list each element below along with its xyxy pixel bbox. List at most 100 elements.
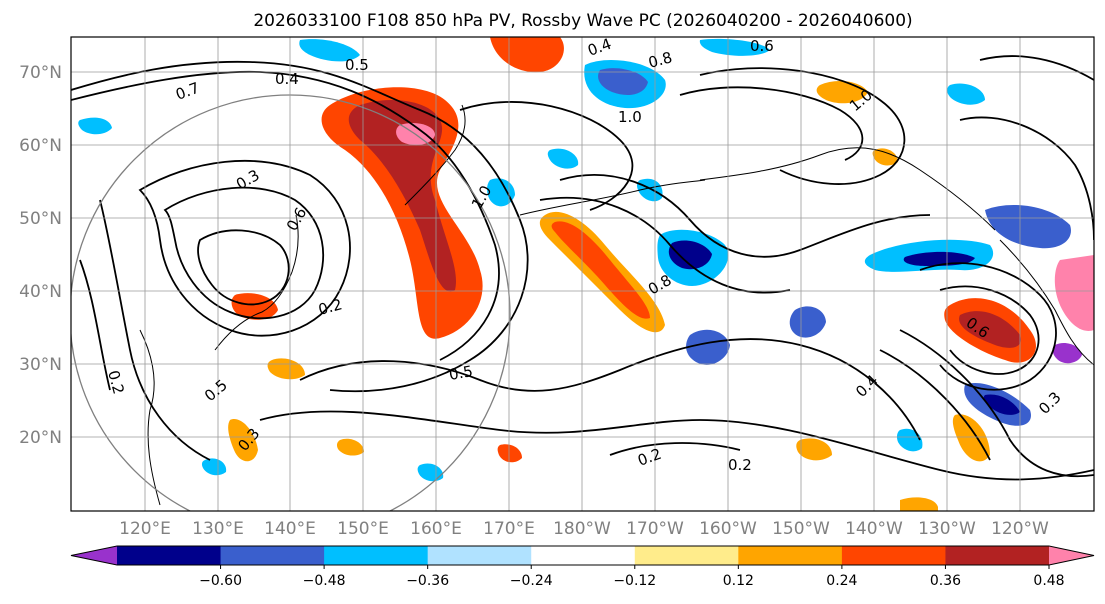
contour-label: 0.2 xyxy=(316,295,344,319)
colorbar-segment xyxy=(738,546,843,565)
positive-anomaly-small-5 xyxy=(336,438,364,456)
colorbar-tick-label: 0.48 xyxy=(1033,573,1064,589)
positive-anomaly-coast xyxy=(1054,255,1094,331)
lon-label-130w: 130°W xyxy=(918,519,976,539)
negative-anomaly-small-9 xyxy=(699,38,770,56)
contour-line xyxy=(259,410,1094,481)
lon-label-120e: 120°E xyxy=(119,519,171,539)
contour-label: 0.4 xyxy=(275,70,299,88)
contour-line xyxy=(138,160,351,337)
contour-label: 0.2 xyxy=(728,456,752,474)
lat-label-60n: 60°N xyxy=(19,136,62,156)
lon-label-130e: 130°E xyxy=(192,519,244,539)
lon-label-160w: 160°W xyxy=(699,519,757,539)
contour-line xyxy=(197,229,290,306)
contour-line xyxy=(71,60,529,393)
lat-label-40n: 40°N xyxy=(19,282,62,302)
contour-line xyxy=(679,86,864,161)
contour-line xyxy=(71,70,500,361)
contour-label: 0.4 xyxy=(585,35,614,60)
positive-anomaly-band-core xyxy=(551,221,650,319)
colorbar-tick-label: 0.12 xyxy=(723,573,754,589)
colorbar-segment xyxy=(117,546,222,565)
positive-anomaly-east-core xyxy=(959,311,1021,348)
lon-label-150e: 150°E xyxy=(337,519,389,539)
lon-label-160e: 160°E xyxy=(410,519,462,539)
negative-anomaly-small-5 xyxy=(417,463,444,482)
negative-anomaly-gulf-core xyxy=(983,394,1020,415)
coastline-namerica xyxy=(999,239,1094,366)
colorbar-segment xyxy=(324,546,429,565)
colorbar-segment xyxy=(841,546,946,565)
lat-label-20n: 20°N xyxy=(19,428,62,448)
colorbar-segment xyxy=(531,546,636,565)
positive-anomaly-japan xyxy=(231,293,278,320)
positive-anomaly-small-3 xyxy=(952,414,990,462)
lon-label-140e: 140°E xyxy=(264,519,316,539)
lat-label-50n: 50°N xyxy=(19,209,62,229)
lon-label-150w: 150°W xyxy=(772,519,830,539)
colorbar: −0.60 −0.48 −0.36 −0.24 −0.12 0.12 0.24 0.36 0.4… xyxy=(70,545,1095,589)
contour-line xyxy=(899,329,1094,478)
colorbar-outline xyxy=(70,545,1095,566)
coastline-china xyxy=(139,329,161,506)
contour-line xyxy=(699,67,906,185)
contour-line xyxy=(959,116,1094,241)
negative-anomaly-pacific-core xyxy=(668,240,712,270)
contour-line xyxy=(939,285,1040,375)
coastline-aleutians xyxy=(519,179,706,216)
contour-line xyxy=(459,101,634,211)
contour-line xyxy=(163,186,325,320)
contour-line xyxy=(299,338,921,441)
colorbar-extension-low xyxy=(71,546,117,565)
negative-anomaly-south xyxy=(686,329,730,365)
contour-label: 0.5 xyxy=(345,56,369,74)
longitude-labels: 120°E 130°E 140°E 150°E 160°E 170°E 180°… xyxy=(119,519,1049,539)
lat-label-70n: 70°N xyxy=(19,63,62,83)
map-panel: 0.2 0.2 0.2 0.2 0.3 0.3 0.3 0.4 0.4 0.4 … xyxy=(71,35,1094,511)
positive-anomaly-small-7 xyxy=(872,148,898,166)
colorbar-tick-label: −0.48 xyxy=(303,573,346,589)
colorbar-tick-label: −0.60 xyxy=(199,573,242,589)
colorbar-segment xyxy=(427,546,532,565)
negative-anomaly-small-2 xyxy=(547,148,579,169)
colorbar-tick-label: −0.12 xyxy=(613,573,656,589)
negative-anomaly-purple xyxy=(1052,343,1082,364)
contour-line xyxy=(919,262,1057,391)
colorbar-segment xyxy=(634,546,739,565)
lon-label-120w: 120°W xyxy=(991,519,1049,539)
contour-line xyxy=(879,349,991,461)
negative-anomaly-small-7 xyxy=(947,83,985,105)
coastline-alaska xyxy=(699,147,996,231)
contour-label: 0.6 xyxy=(750,37,774,55)
colorbar-tick-label: −0.24 xyxy=(510,573,553,589)
contour-line xyxy=(99,199,211,461)
lat-label-30n: 30°N xyxy=(19,355,62,375)
contour-line xyxy=(609,442,741,456)
lon-label-170e: 170°E xyxy=(483,519,535,539)
positive-anomaly-south xyxy=(228,419,258,462)
pv-contours xyxy=(71,55,1094,481)
contour-line xyxy=(79,259,111,391)
lon-label-140w: 140°W xyxy=(845,519,903,539)
positive-anomaly-small-6 xyxy=(900,497,938,511)
negative-anomaly-small-8 xyxy=(299,39,360,62)
lon-label-170w: 170°W xyxy=(626,519,684,539)
contour-label: 0.5 xyxy=(448,362,475,384)
positive-anomaly-small-4 xyxy=(497,444,522,463)
negative-anomaly-small-1 xyxy=(78,117,112,135)
colorbar-tick-label: −0.36 xyxy=(406,573,449,589)
lon-label-180w: 180°W xyxy=(553,519,611,539)
contour-label: 0.8 xyxy=(646,48,674,72)
contour-label: 1.0 xyxy=(618,108,642,126)
map-border xyxy=(70,36,1095,512)
positive-anomaly-north xyxy=(490,37,564,73)
contour-label: 0.2 xyxy=(104,368,128,396)
colorbar-extension-high xyxy=(1049,546,1094,565)
coastline-japan xyxy=(214,214,299,351)
coastline-kamchatka xyxy=(404,104,466,206)
colorbar-segment xyxy=(945,546,1050,565)
coastlines xyxy=(139,104,1094,506)
colorbar-tick-label: 0.24 xyxy=(826,573,857,589)
